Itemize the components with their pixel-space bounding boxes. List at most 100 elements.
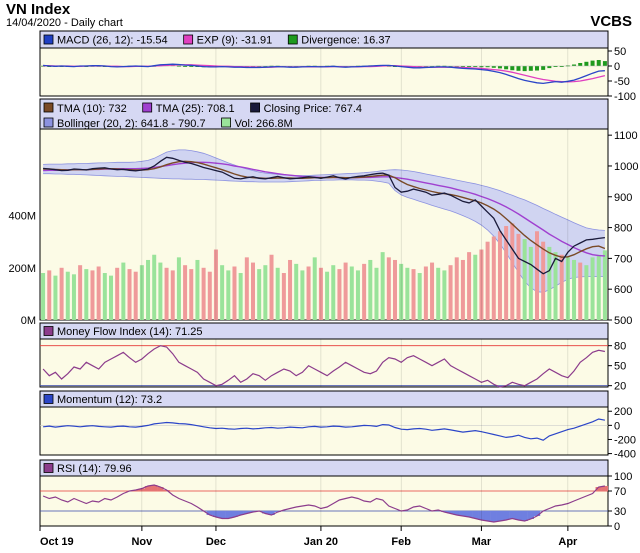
chart-subtitle: 14/04/2020 - Daily chart bbox=[6, 17, 123, 29]
volume-bar bbox=[176, 257, 181, 320]
rsi-overbought-fill bbox=[151, 485, 158, 491]
price-legend-label-2: Closing Price: 767.4 bbox=[264, 103, 362, 115]
bollinger-band-fill bbox=[43, 149, 605, 293]
volume-bar bbox=[374, 267, 379, 320]
volume-bar bbox=[584, 265, 589, 320]
chart-title: VN Index bbox=[6, 1, 71, 18]
divergence-bar bbox=[553, 66, 558, 67]
volume-bar bbox=[454, 257, 459, 320]
price-ytick-label-5: 600 bbox=[614, 284, 632, 296]
x-tick-label-5: Mar bbox=[472, 536, 492, 548]
rsi-oversold-fill bbox=[533, 511, 541, 516]
volume-ytick-label-2: 0M bbox=[21, 315, 36, 327]
volume-bar bbox=[430, 262, 435, 320]
volume-bar bbox=[405, 267, 410, 320]
divergence-bar bbox=[535, 66, 539, 71]
price2-legend-label-0: Bollinger (20, 2): 641.8 - 790.7 bbox=[57, 118, 206, 130]
volume-bar bbox=[362, 263, 367, 320]
macd-ytick-label-0: 50 bbox=[614, 46, 626, 58]
volume-bar bbox=[263, 265, 268, 320]
divergence-bar bbox=[491, 66, 496, 68]
divergence-bar bbox=[590, 60, 595, 66]
rsi-oversold-fill bbox=[465, 511, 473, 517]
volume-bar bbox=[257, 269, 262, 320]
macd-legend-swatch-0 bbox=[43, 34, 54, 45]
divergence-bar bbox=[257, 66, 262, 67]
volume-bar bbox=[393, 259, 397, 320]
rsi-overbought-fill bbox=[601, 486, 609, 491]
rsi-ytick-label-2: 30 bbox=[614, 506, 626, 518]
rsi-oversold-fill bbox=[472, 511, 479, 519]
mfi-line bbox=[42, 345, 606, 388]
volume-bar bbox=[41, 273, 46, 320]
price-legend-label-1: TMA (25): 708.1 bbox=[156, 103, 235, 115]
volume-bar bbox=[189, 269, 194, 320]
rsi-overbought-fill bbox=[138, 488, 146, 491]
volume-bar bbox=[90, 270, 95, 320]
volume-bar bbox=[195, 259, 200, 320]
price2-legend-swatch-1 bbox=[221, 117, 231, 128]
divergence-bar bbox=[423, 66, 428, 67]
macd-legend-swatch-2 bbox=[287, 34, 298, 45]
volume-bar bbox=[547, 246, 552, 320]
volume-bar bbox=[355, 270, 360, 320]
macd-legend-label-1: EXP (9): -31.91 bbox=[197, 35, 273, 47]
volume-bar bbox=[127, 269, 132, 320]
mfi-ytick-label-0: 80 bbox=[614, 341, 626, 353]
volume-bar bbox=[288, 259, 293, 320]
divergence-bar bbox=[183, 66, 188, 67]
divergence-bar bbox=[516, 66, 521, 71]
divergence-bar bbox=[528, 66, 533, 71]
volume-bar bbox=[109, 275, 113, 320]
mfi-legend-label-0: Money Flow Index (14): 71.25 bbox=[57, 326, 203, 338]
mfi-ytick-label-2: 20 bbox=[614, 381, 626, 393]
divergence-bar bbox=[467, 66, 472, 67]
momentum-line bbox=[43, 418, 606, 441]
volume-ytick-label-1: 200M bbox=[8, 263, 36, 275]
momentum-panel bbox=[39, 406, 609, 456]
volume-bar bbox=[294, 263, 299, 320]
volume-bar bbox=[71, 274, 76, 320]
price-ytick-label-0: 1100 bbox=[614, 130, 638, 142]
divergence-bar bbox=[547, 66, 552, 69]
volume-bar bbox=[448, 265, 453, 320]
divergence-bar bbox=[497, 66, 502, 69]
divergence-bar bbox=[460, 66, 465, 67]
volume-bar bbox=[146, 259, 151, 320]
volume-bar bbox=[522, 239, 527, 320]
volume-bar bbox=[65, 271, 70, 320]
x-tick-label-3: Jan 20 bbox=[304, 536, 338, 548]
volume-bar bbox=[226, 270, 231, 320]
volume-bar bbox=[417, 273, 422, 320]
price-ytick-label-2: 900 bbox=[614, 192, 632, 204]
volume-bar bbox=[386, 257, 391, 320]
volume-bar bbox=[331, 265, 336, 320]
volume-bar bbox=[423, 266, 428, 320]
volume-bar bbox=[201, 267, 206, 320]
divergence-bar bbox=[504, 66, 509, 70]
volume-bar bbox=[275, 267, 280, 320]
volume-bar bbox=[349, 266, 354, 320]
price-ytick-label-4: 700 bbox=[614, 253, 632, 265]
momentum-legend-label-0: Momentum (12): 73.2 bbox=[57, 394, 162, 406]
volume-bar bbox=[343, 262, 348, 320]
divergence-bar bbox=[522, 66, 527, 72]
divergence-bar bbox=[572, 64, 577, 66]
volume-bar bbox=[590, 257, 595, 320]
volume-bar bbox=[535, 231, 539, 320]
rsi-oversold-fill bbox=[268, 511, 275, 515]
rsi-oversold-fill bbox=[527, 511, 535, 519]
volume-bar bbox=[411, 269, 416, 320]
volume-bar bbox=[565, 257, 570, 320]
mfi-panel bbox=[39, 338, 609, 388]
volume-bar bbox=[102, 273, 107, 320]
x-tick-label-1: Nov bbox=[131, 536, 153, 548]
divergence-bar bbox=[578, 63, 583, 66]
rsi-oversold-fill bbox=[496, 511, 504, 521]
volume-bar bbox=[207, 271, 212, 320]
x-tick-label-0: Oct 19 bbox=[40, 536, 74, 548]
volume-bar bbox=[139, 265, 144, 320]
volume-bar bbox=[497, 231, 502, 320]
divergence-bar bbox=[602, 61, 607, 66]
volume-bar bbox=[47, 270, 52, 320]
